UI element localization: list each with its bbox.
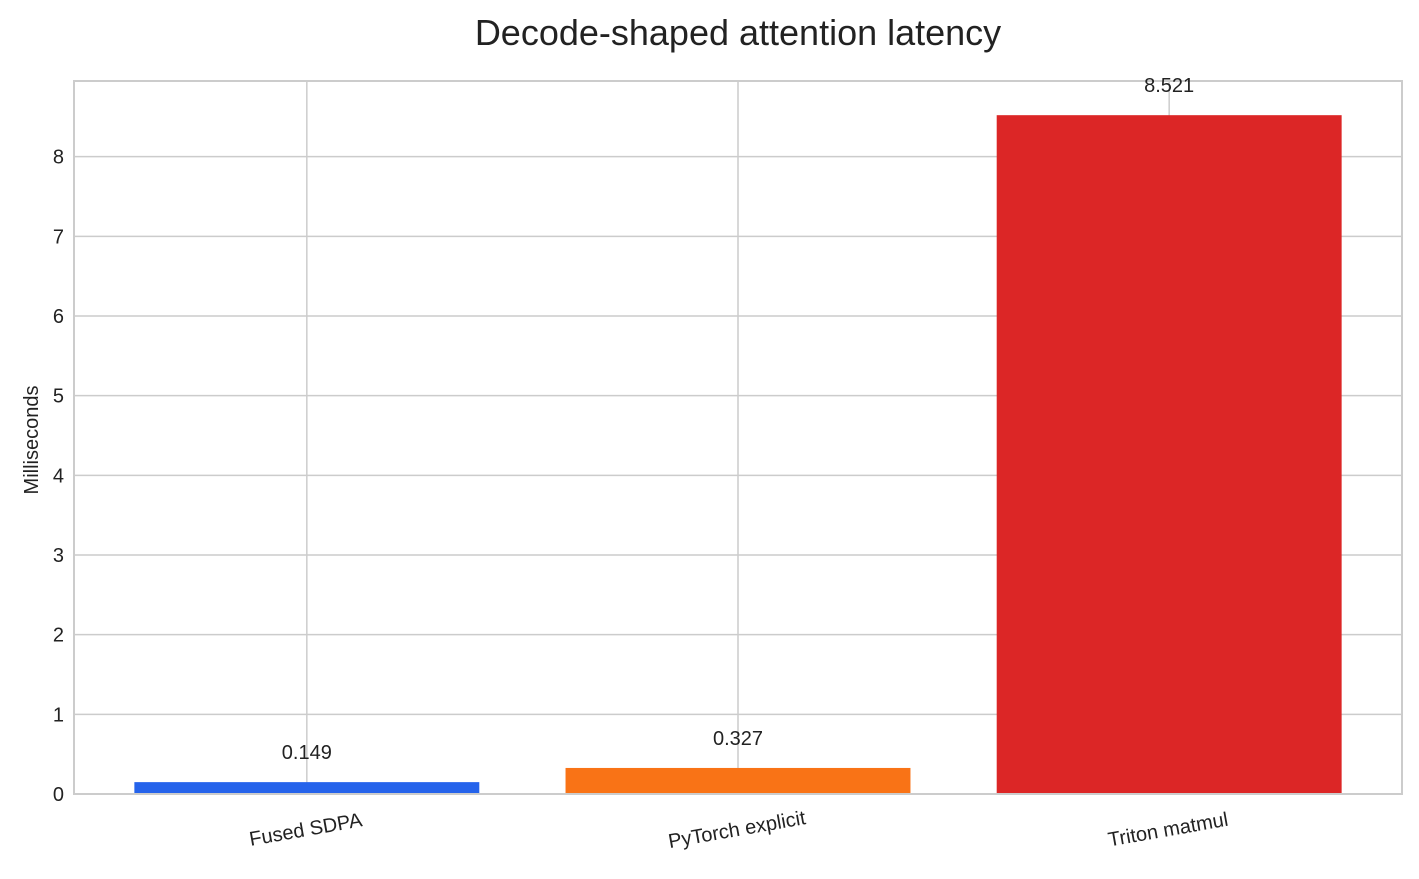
- bar-triton-matmul: [996, 115, 1342, 794]
- data-label: 8.521: [1144, 75, 1194, 97]
- y-tick-label: 0: [53, 784, 64, 806]
- y-tick-label: 3: [53, 545, 64, 567]
- data-label: 0.327: [713, 728, 763, 750]
- y-tick-label: 1: [53, 704, 64, 726]
- y-tick-label: 7: [53, 226, 64, 248]
- data-labels: 0.149 0.327 8.521: [282, 75, 1194, 764]
- y-tick-label: 6: [53, 306, 64, 328]
- x-tick-label: PyTorch explicit: [667, 807, 808, 853]
- bar-pytorch-explicit: [565, 767, 911, 794]
- x-tick-label: Triton matmul: [1106, 809, 1229, 852]
- chart-title: Decode-shaped attention latency: [475, 12, 1001, 53]
- y-axis-ticks: 0 1 2 3 4 5 6 7 8: [53, 147, 64, 806]
- plot-frame: [73, 80, 1403, 795]
- y-tick-label: 2: [53, 625, 64, 647]
- x-tick-label: Fused SDPA: [248, 809, 365, 851]
- data-label: 0.149: [282, 742, 332, 764]
- y-axis-label: Milliseconds: [21, 386, 43, 495]
- y-tick-label: 5: [53, 386, 64, 408]
- y-tick-label: 4: [53, 465, 64, 487]
- bars: [134, 115, 1342, 794]
- bar-fused-sdpa: [134, 782, 480, 794]
- y-tick-label: 8: [53, 147, 64, 169]
- x-axis-ticks: Fused SDPA PyTorch explicit Triton matmul: [248, 807, 1230, 853]
